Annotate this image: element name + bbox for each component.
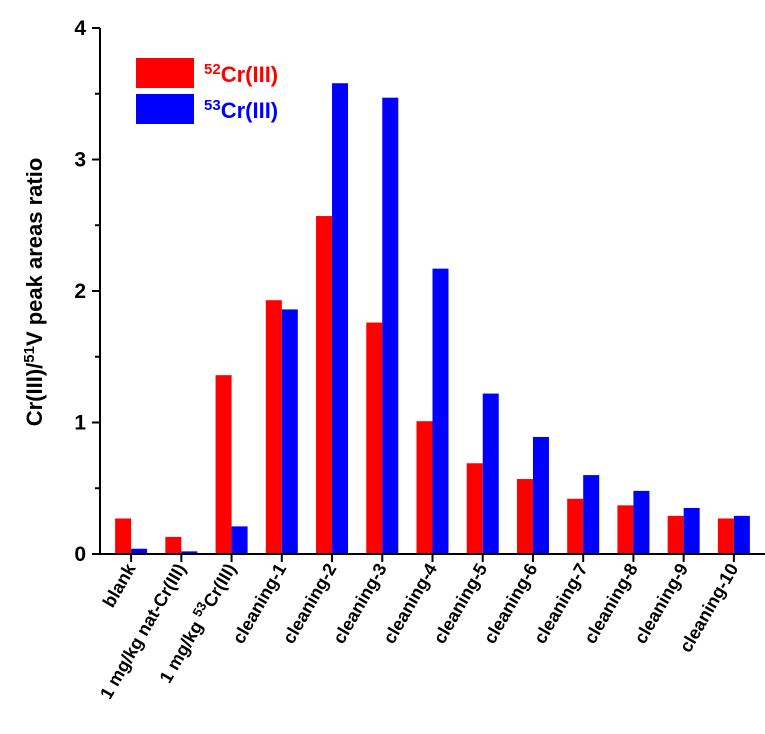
bar-53cr-6 bbox=[432, 268, 449, 554]
legend: 52Cr(III) 53Cr(III) bbox=[136, 58, 278, 124]
bars-group bbox=[115, 83, 750, 555]
y-tick-labels: 0 1 2 3 4 bbox=[74, 17, 86, 566]
bar-52cr-1 bbox=[165, 536, 182, 554]
bar-53cr-1 bbox=[181, 551, 198, 554]
bar-52cr-4 bbox=[316, 216, 333, 555]
legend-swatch-1 bbox=[136, 94, 194, 124]
y-tick-label-1: 1 bbox=[74, 412, 86, 435]
bar-53cr-9 bbox=[583, 475, 600, 554]
bar-52cr-8 bbox=[516, 479, 533, 554]
bar-52cr-5 bbox=[366, 322, 383, 554]
bar-53cr-3 bbox=[281, 309, 298, 554]
axes-group bbox=[92, 27, 765, 562]
bar-53cr-10 bbox=[633, 490, 650, 554]
bar-53cr-12 bbox=[733, 515, 750, 554]
y-tick-label-4: 4 bbox=[74, 17, 86, 40]
y-tick-label-3: 3 bbox=[74, 149, 86, 172]
bar-52cr-0 bbox=[115, 518, 132, 554]
bar-52cr-6 bbox=[416, 421, 433, 554]
bar-53cr-5 bbox=[382, 97, 399, 554]
bar-53cr-11 bbox=[683, 507, 700, 554]
legend-label-1: 53Cr(III) bbox=[204, 97, 278, 123]
bar-52cr-9 bbox=[567, 498, 584, 554]
bar-52cr-3 bbox=[265, 300, 282, 554]
x-category-label-0: blank bbox=[99, 559, 140, 611]
y-axis-title: Cr(III)/51V peak areas ratio bbox=[21, 158, 47, 427]
legend-label-0: 52Cr(III) bbox=[204, 61, 278, 87]
bar-53cr-0 bbox=[131, 548, 148, 554]
bar-53cr-8 bbox=[532, 436, 549, 554]
bar-52cr-2 bbox=[215, 375, 232, 554]
bar-53cr-2 bbox=[231, 526, 248, 554]
y-tick-label-0: 0 bbox=[74, 543, 86, 566]
bar-52cr-12 bbox=[717, 518, 734, 554]
legend-swatch-0 bbox=[136, 58, 194, 88]
bar-52cr-7 bbox=[466, 463, 483, 554]
bar-53cr-7 bbox=[482, 393, 499, 554]
bar-52cr-11 bbox=[667, 515, 684, 554]
bar-53cr-4 bbox=[332, 83, 349, 554]
y-tick-label-2: 2 bbox=[74, 280, 86, 303]
bar-52cr-10 bbox=[617, 505, 634, 554]
